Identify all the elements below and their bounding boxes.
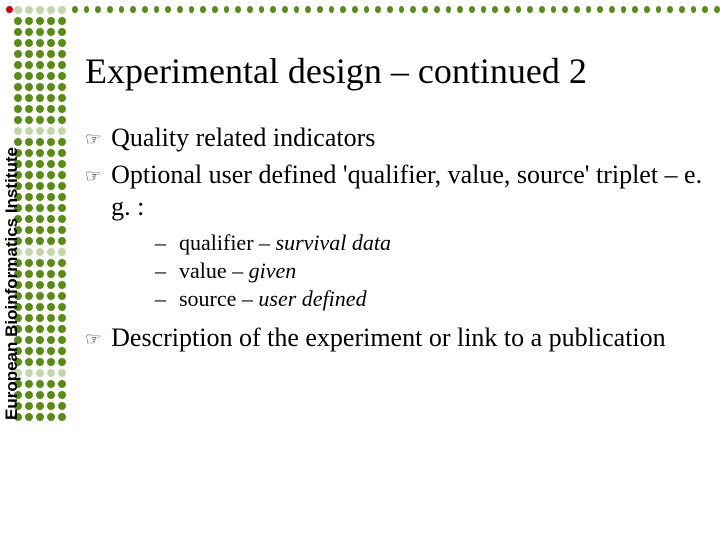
sub-bullet-list: –qualifier – survival data–value – given… [155, 230, 712, 312]
sub-bullet-dash-icon: – [155, 230, 173, 256]
decorative-dot [551, 6, 557, 13]
decorative-dot [200, 6, 206, 13]
decorative-dot [165, 6, 171, 13]
decorative-dot [294, 6, 300, 13]
slide-content: Experimental design – continued 2 ☞ Quali… [85, 50, 712, 358]
bullet-marker-icon: ☞ [85, 129, 101, 150]
decorative-dot [457, 6, 463, 13]
sub-bullet-item: –qualifier – survival data [155, 230, 712, 256]
decorative-dot [539, 6, 545, 13]
bullet-text: Quality related indicators [111, 122, 712, 155]
decorative-dot [516, 6, 522, 13]
sub-bullet-item: –value – given [155, 258, 712, 284]
decorative-dot [434, 6, 440, 13]
bullet-marker-icon: ☞ [85, 329, 101, 350]
decorative-dot [270, 6, 276, 13]
decorative-dot [714, 6, 720, 13]
decorative-dot [95, 6, 101, 13]
decorative-dot [154, 6, 160, 13]
decorative-dot [340, 6, 346, 13]
decorative-dot [177, 6, 183, 13]
decorative-dot [224, 6, 230, 13]
slide-title: Experimental design – continued 2 [85, 50, 712, 92]
decorative-dot [352, 6, 358, 13]
decorative-dot [282, 6, 288, 13]
sub-bullet-text: value – given [179, 258, 296, 284]
decorative-dot [702, 6, 708, 13]
decorative-dot [469, 6, 475, 13]
top-dot-border [72, 6, 720, 18]
decorative-dot [621, 6, 627, 13]
decorative-dot [691, 6, 697, 13]
decorative-dot [84, 6, 90, 13]
decorative-dot [562, 6, 568, 13]
decorative-dot [142, 6, 148, 13]
sub-bullet-dash-icon: – [155, 258, 173, 284]
decorative-dot [632, 6, 638, 13]
corner-red-dot [6, 6, 13, 13]
decorative-dot [72, 6, 78, 13]
bullet-list: ☞ Quality related indicators ☞ Optional use… [85, 122, 712, 354]
decorative-dot [644, 6, 650, 13]
decorative-dot [247, 6, 253, 13]
decorative-dot [317, 6, 323, 13]
sub-bullet-dash-icon: – [155, 286, 173, 312]
decorative-dot [446, 6, 452, 13]
decorative-dot [422, 6, 428, 13]
decorative-dot [527, 6, 533, 13]
decorative-dot [656, 6, 662, 13]
decorative-dot [574, 6, 580, 13]
bullet-text: Optional user defined 'qualifier, value,… [111, 159, 712, 224]
decorative-dot [387, 6, 393, 13]
decorative-dot [364, 6, 370, 13]
decorative-dot [597, 6, 603, 13]
bullet-marker-icon: ☞ [85, 166, 101, 187]
bullet-item: ☞ Description of the experiment or link t… [85, 322, 712, 355]
decorative-dot [212, 6, 218, 13]
decorative-dot [586, 6, 592, 13]
sub-bullet-item: –source – user defined [155, 286, 712, 312]
decorative-dot [305, 6, 311, 13]
decorative-dot [107, 6, 113, 13]
bullet-item: ☞ Quality related indicators [85, 122, 712, 155]
decorative-dot [235, 6, 241, 13]
decorative-dot [399, 6, 405, 13]
decorative-dot [130, 6, 136, 13]
decorative-dot [329, 6, 335, 13]
decorative-dot [259, 6, 265, 13]
sub-bullet-text: source – user defined [179, 286, 367, 312]
decorative-dot [189, 6, 195, 13]
decorative-dot [679, 6, 685, 13]
decorative-dot [410, 6, 416, 13]
decorative-dot [504, 6, 510, 13]
decorative-dot [667, 6, 673, 13]
decorative-dot [119, 6, 125, 13]
decorative-dot [375, 6, 381, 13]
decorative-dot [492, 6, 498, 13]
bullet-item: ☞ Optional user defined 'qualifier, value… [85, 159, 712, 224]
sub-bullet-text: qualifier – survival data [179, 230, 391, 256]
brand-vertical-label: European Bioinformatics Institute [2, 147, 22, 420]
decorative-dot [609, 6, 615, 13]
bullet-text: Description of the experiment or link to… [111, 322, 712, 355]
decorative-dot [481, 6, 487, 13]
